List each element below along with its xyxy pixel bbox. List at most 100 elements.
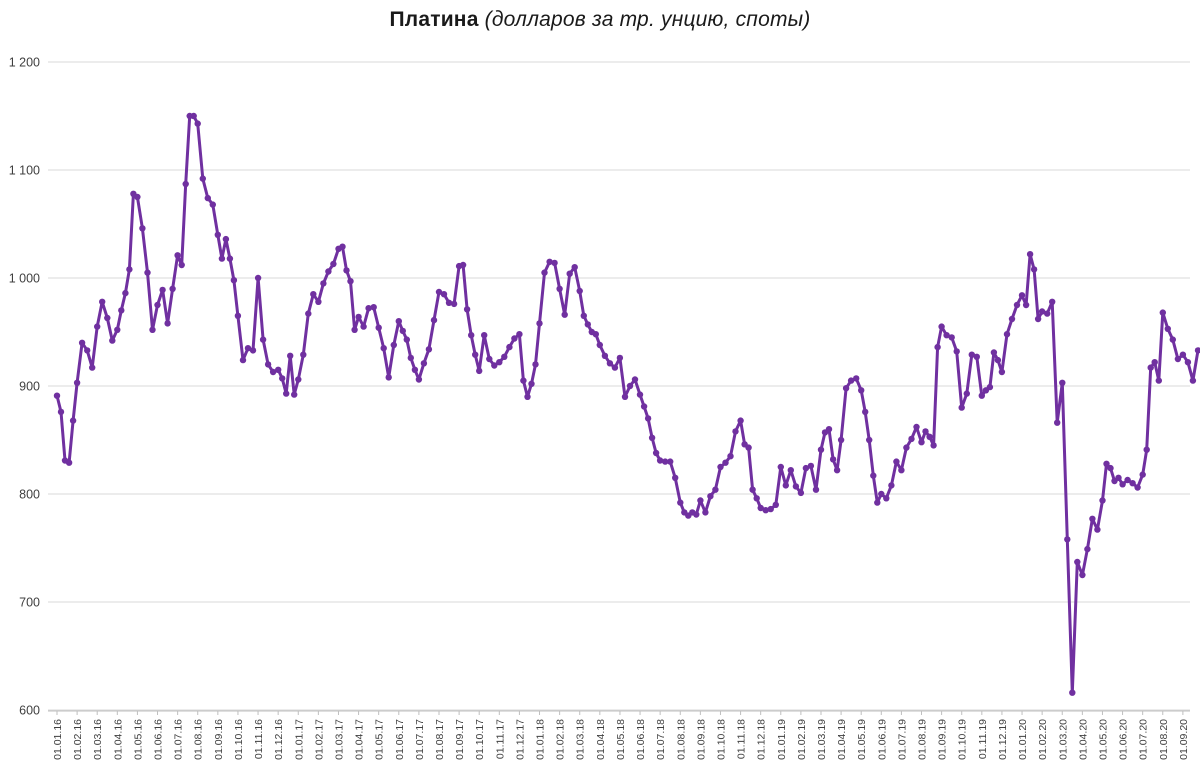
price-point xyxy=(149,326,156,333)
price-point xyxy=(178,261,185,269)
price-point xyxy=(1134,484,1141,491)
price-point xyxy=(807,462,815,470)
x-axis-label: 01.01.20 xyxy=(1017,719,1029,760)
price-point xyxy=(375,324,382,331)
price-point xyxy=(930,442,937,449)
price-point xyxy=(295,376,302,383)
price-point xyxy=(445,299,453,306)
price-point xyxy=(287,352,294,359)
price-point xyxy=(697,497,704,504)
price-point xyxy=(430,316,438,324)
price-point xyxy=(712,486,719,493)
price-point xyxy=(300,351,307,358)
price-point xyxy=(551,259,558,267)
price-point xyxy=(395,318,402,325)
price-point xyxy=(109,337,116,344)
x-axis-label: 01.03.16 xyxy=(92,719,104,760)
price-point xyxy=(677,499,684,506)
price-point xyxy=(275,366,282,373)
price-point xyxy=(144,269,151,276)
price-point xyxy=(154,301,161,309)
price-point xyxy=(1049,298,1056,305)
price-point xyxy=(269,368,277,376)
x-axis-label: 01.07.20 xyxy=(1138,719,1150,760)
price-point xyxy=(837,436,845,444)
price-point xyxy=(1030,266,1038,273)
price-point xyxy=(283,390,290,397)
price-point xyxy=(532,361,539,368)
y-axis-label: 600 xyxy=(19,704,40,718)
price-point xyxy=(1151,359,1158,366)
x-axis-label: 01.03.20 xyxy=(1057,719,1069,760)
price-point xyxy=(958,404,965,411)
price-point xyxy=(693,511,700,518)
price-point xyxy=(199,175,206,182)
price-point xyxy=(182,180,189,188)
price-point xyxy=(204,194,211,202)
price-point xyxy=(472,351,479,358)
price-point xyxy=(644,415,652,422)
price-point xyxy=(380,345,387,352)
price-point xyxy=(631,376,639,383)
x-axis-label: 01.07.18 xyxy=(655,719,667,760)
price-point xyxy=(218,255,226,262)
price-point xyxy=(847,377,855,384)
price-point xyxy=(1074,558,1081,566)
price-point xyxy=(963,390,970,397)
price-point xyxy=(1169,336,1177,343)
x-axis-label: 01.12.17 xyxy=(514,719,526,760)
price-point xyxy=(1124,476,1131,484)
price-point xyxy=(254,274,262,282)
price-point xyxy=(722,459,729,466)
price-point xyxy=(648,434,656,441)
chart-title-main: Платина xyxy=(389,8,479,31)
price-point xyxy=(621,393,629,400)
price-point xyxy=(1089,515,1096,522)
y-axis-label: 1 000 xyxy=(9,272,40,286)
price-point xyxy=(53,392,61,399)
price-point xyxy=(903,444,910,451)
x-axis-label: 01.02.18 xyxy=(555,719,567,760)
price-point xyxy=(611,364,619,371)
price-point xyxy=(249,347,257,354)
price-point xyxy=(1174,355,1182,363)
x-axis-label: 01.06.17 xyxy=(394,719,406,760)
price-point xyxy=(230,277,238,284)
price-point xyxy=(1026,251,1034,258)
price-point xyxy=(459,261,467,269)
x-axis-label: 01.10.16 xyxy=(233,719,245,760)
price-point xyxy=(601,352,609,359)
x-axis-label: 01.07.17 xyxy=(414,719,426,760)
price-point xyxy=(234,312,242,319)
price-point xyxy=(1147,364,1154,371)
price-point xyxy=(968,351,975,358)
x-axis-label: 01.07.19 xyxy=(896,719,908,760)
price-point xyxy=(244,345,252,352)
price-point xyxy=(94,323,101,330)
price-point xyxy=(918,439,925,446)
price-point xyxy=(986,383,994,391)
price-point xyxy=(222,235,230,243)
y-axis-label: 700 xyxy=(19,596,40,610)
price-point xyxy=(305,310,312,317)
price-point xyxy=(596,341,603,349)
x-axis-label: 01.06.19 xyxy=(876,719,888,760)
x-axis-label: 01.01.16 xyxy=(52,719,64,760)
x-axis-label: 01.06.18 xyxy=(635,719,647,760)
price-point xyxy=(561,311,568,318)
price-point xyxy=(757,504,764,512)
price-point xyxy=(802,464,810,472)
price-point xyxy=(89,364,96,371)
price-point xyxy=(606,360,614,367)
price-point xyxy=(1189,377,1197,384)
price-point xyxy=(330,260,337,268)
price-point xyxy=(139,225,146,232)
price-point xyxy=(829,456,837,463)
price-point xyxy=(662,458,669,465)
price-point xyxy=(732,428,739,435)
chart-title: Платина (долларов за тр. унцию, споты) xyxy=(0,8,1200,32)
price-point xyxy=(491,362,498,369)
price-point xyxy=(57,408,65,416)
price-point xyxy=(134,193,141,201)
price-point xyxy=(640,403,648,410)
